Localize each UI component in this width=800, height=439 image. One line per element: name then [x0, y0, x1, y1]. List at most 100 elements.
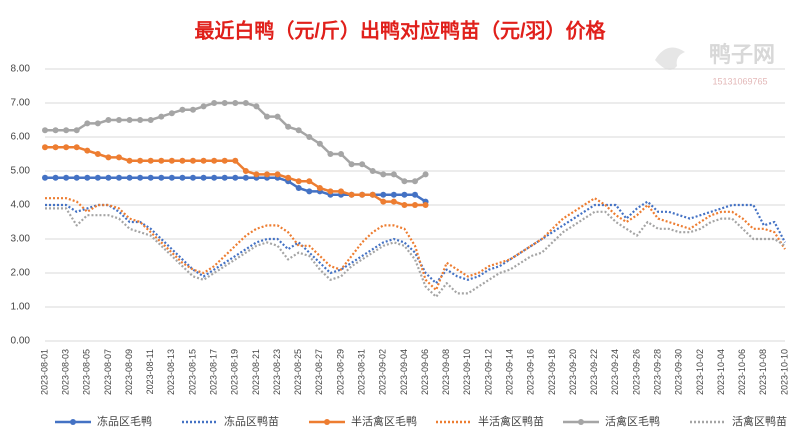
- x-tick-label: 2023-08-25: [293, 349, 303, 395]
- point: [232, 100, 239, 106]
- point: [306, 178, 313, 185]
- legend-label: 活禽区鸭苗: [732, 414, 787, 428]
- point: [137, 117, 144, 123]
- point: [116, 174, 122, 181]
- point: [422, 171, 429, 178]
- point: [338, 151, 344, 157]
- point: [52, 127, 59, 134]
- point: [390, 198, 397, 205]
- x-tick-label: 2023-09-26: [631, 349, 641, 395]
- point: [63, 144, 70, 151]
- point: [285, 123, 292, 130]
- point: [306, 134, 313, 140]
- point: [52, 144, 59, 151]
- point: [253, 171, 260, 178]
- point: [242, 174, 249, 181]
- point: [200, 174, 207, 181]
- x-tick-label: 2023-08-29: [335, 349, 345, 395]
- x-tick-label: 2023-08-17: [209, 349, 219, 395]
- legend-label: 半活禽区毛鸭: [351, 414, 417, 428]
- point: [84, 174, 91, 181]
- point: [348, 161, 355, 168]
- point: [52, 174, 59, 181]
- point: [380, 191, 387, 198]
- y-tick-label: 2.00: [11, 268, 31, 279]
- point: [401, 202, 408, 208]
- point: [42, 144, 48, 151]
- point: [42, 127, 48, 134]
- point: [348, 191, 355, 198]
- x-tick-label: 2023-09-12: [483, 349, 493, 395]
- x-tick-label: 2023-09-18: [547, 349, 557, 395]
- point: [105, 154, 112, 161]
- point: [412, 202, 418, 208]
- point: [295, 127, 302, 134]
- point: [306, 188, 313, 195]
- point: [274, 113, 281, 120]
- point: [253, 103, 260, 110]
- legend-label: 冻品区毛鸭: [97, 414, 152, 428]
- point: [274, 171, 281, 178]
- point: [401, 178, 408, 185]
- point: [126, 157, 133, 164]
- point: [232, 157, 239, 164]
- point: [264, 171, 270, 178]
- point: [380, 198, 387, 205]
- point: [73, 127, 80, 134]
- chart-title: 最近白鸭（元/斤）出鸭对应鸭苗（元/羽）价格: [194, 18, 606, 42]
- legend-label: 活禽区毛鸭: [605, 414, 660, 428]
- point: [190, 106, 196, 113]
- point: [327, 188, 334, 195]
- x-tick-label: 2023-09-16: [526, 349, 536, 395]
- point: [179, 174, 186, 181]
- point: [264, 113, 270, 120]
- point: [190, 157, 196, 164]
- x-tick-label: 2023-08-15: [187, 349, 197, 395]
- x-tick-label: 2023-08-19: [230, 349, 240, 395]
- x-tick-label: 2023-09-30: [674, 349, 684, 395]
- x-tick-label: 2023-08-11: [145, 349, 155, 394]
- point: [200, 103, 207, 110]
- point: [42, 174, 48, 181]
- point: [126, 117, 133, 123]
- point: [295, 185, 302, 191]
- x-tick-label: 2023-08-27: [314, 349, 324, 395]
- x-tick-label: 2023-09-04: [399, 349, 409, 395]
- point: [200, 157, 207, 164]
- x-tick-label: 2023-08-09: [124, 349, 134, 395]
- point: [73, 174, 80, 181]
- x-tick-label: 2023-10-10: [779, 349, 789, 395]
- point: [84, 120, 91, 127]
- point: [412, 191, 418, 198]
- point: [316, 185, 323, 191]
- point: [412, 178, 418, 185]
- point: [390, 171, 397, 178]
- x-tick-label: 2023-10-04: [716, 349, 726, 395]
- x-tick-label: 2023-08-05: [82, 349, 92, 395]
- series-line: [45, 207, 786, 298]
- point: [422, 202, 429, 208]
- point: [359, 191, 366, 198]
- point: [105, 174, 112, 181]
- point: [63, 174, 70, 181]
- x-tick-label: 2023-09-08: [441, 349, 451, 395]
- point: [158, 174, 165, 181]
- point: [94, 151, 101, 157]
- x-tick-label: 2023-09-06: [420, 349, 430, 395]
- series-line: [45, 200, 786, 285]
- legend-marker: [324, 419, 330, 425]
- point: [147, 174, 154, 181]
- point: [147, 157, 154, 164]
- point: [285, 174, 292, 181]
- point: [221, 157, 228, 164]
- point: [327, 151, 334, 157]
- x-tick-label: 2023-08-07: [103, 349, 113, 395]
- point: [221, 174, 228, 181]
- x-tick-label: 2023-10-02: [695, 349, 705, 395]
- point: [94, 174, 101, 181]
- x-tick-label: 2023-09-02: [378, 349, 388, 395]
- point: [369, 168, 376, 174]
- point: [116, 117, 122, 123]
- series-line: [45, 197, 786, 292]
- point: [94, 120, 101, 127]
